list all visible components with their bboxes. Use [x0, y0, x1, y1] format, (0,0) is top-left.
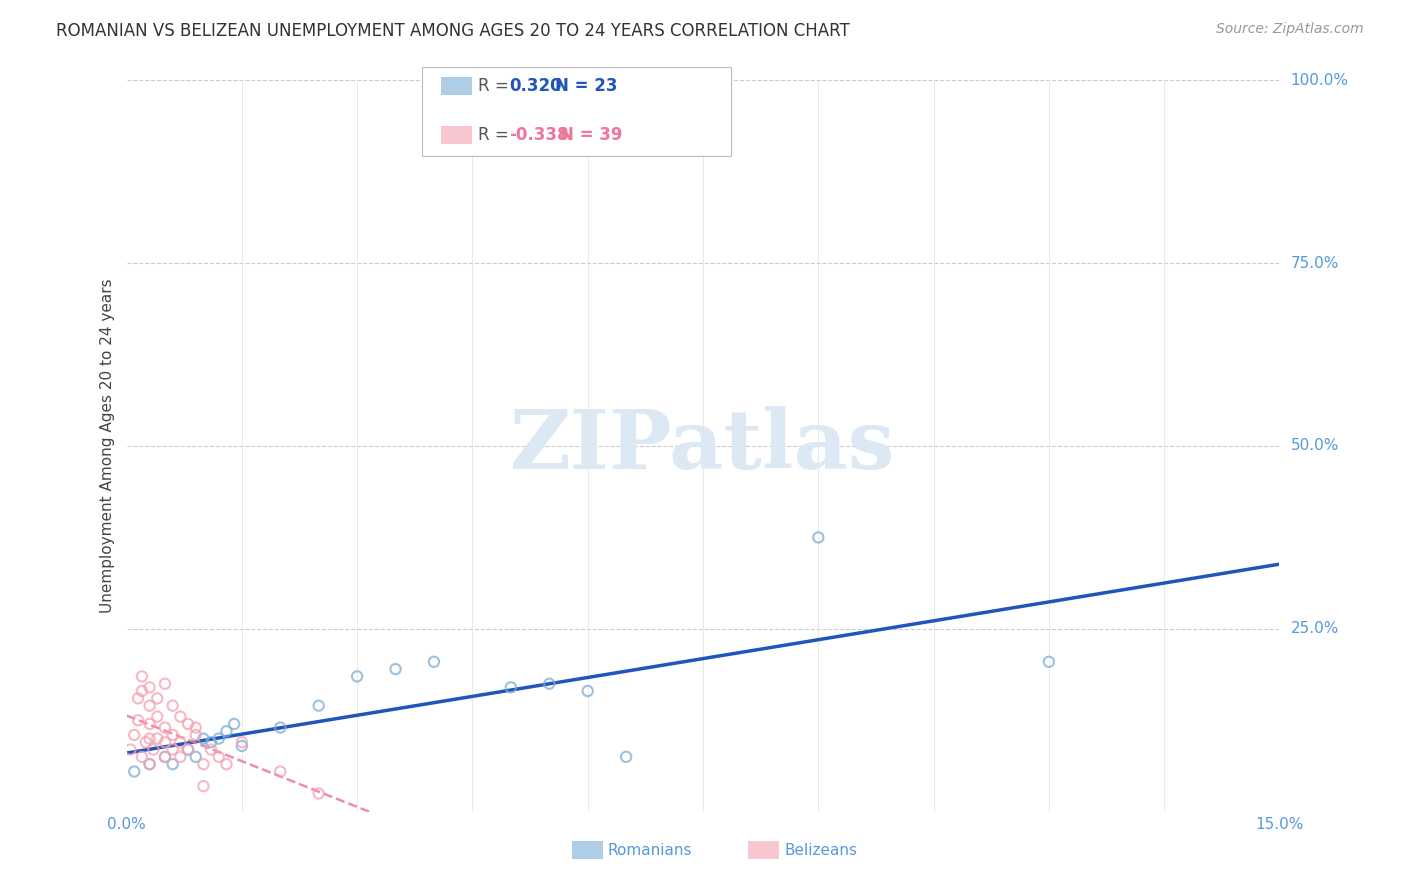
Point — [499, 681, 522, 695]
Text: -0.338: -0.338 — [509, 126, 568, 144]
Point — [269, 721, 291, 735]
Point — [184, 728, 207, 742]
Point — [423, 655, 446, 669]
Text: 75.0%: 75.0% — [1291, 256, 1339, 270]
Point — [231, 739, 253, 753]
Point — [146, 709, 169, 723]
Point — [127, 691, 149, 706]
Point — [142, 742, 165, 756]
Point — [208, 731, 231, 746]
Point — [120, 742, 142, 756]
Text: N = 23: N = 23 — [555, 77, 617, 95]
Point — [122, 728, 145, 742]
Point — [138, 717, 160, 731]
Point — [138, 757, 160, 772]
Point — [127, 714, 149, 728]
Point — [162, 728, 184, 742]
Text: Romanians: Romanians — [607, 843, 692, 857]
Text: Belizeans: Belizeans — [785, 843, 858, 857]
Text: 50.0%: 50.0% — [1291, 439, 1339, 453]
Point — [153, 721, 176, 735]
Point — [131, 749, 153, 764]
Point — [215, 757, 238, 772]
Text: Source: ZipAtlas.com: Source: ZipAtlas.com — [1216, 22, 1364, 37]
Point — [169, 749, 191, 764]
Point — [177, 742, 200, 756]
Point — [807, 530, 830, 544]
Point — [184, 749, 207, 764]
Point — [576, 684, 599, 698]
Point — [200, 742, 222, 756]
Point — [138, 757, 160, 772]
Point — [346, 669, 368, 683]
Point — [162, 757, 184, 772]
Point — [169, 709, 191, 723]
Point — [193, 731, 215, 746]
Point — [1038, 655, 1060, 669]
Point — [153, 676, 176, 690]
Point — [122, 764, 145, 779]
Point — [131, 684, 153, 698]
Point — [153, 749, 176, 764]
Text: ZIPatlas: ZIPatlas — [510, 406, 896, 486]
Text: 0.320: 0.320 — [509, 77, 561, 95]
Point — [231, 735, 253, 749]
Point — [193, 757, 215, 772]
Point — [308, 698, 330, 713]
Text: 100.0%: 100.0% — [1291, 73, 1348, 87]
Point — [153, 749, 176, 764]
Point — [384, 662, 406, 676]
Text: N = 39: N = 39 — [560, 126, 621, 144]
Point — [162, 742, 184, 756]
Text: 25.0%: 25.0% — [1291, 622, 1339, 636]
Point — [224, 717, 246, 731]
Point — [135, 735, 157, 749]
Point — [169, 735, 191, 749]
Point — [308, 787, 330, 801]
Point — [153, 735, 176, 749]
Point — [138, 681, 160, 695]
Point — [138, 731, 160, 746]
Point — [215, 724, 238, 739]
Point — [138, 698, 160, 713]
Point — [146, 731, 169, 746]
Point — [177, 742, 200, 756]
Point — [208, 749, 231, 764]
Text: R =: R = — [478, 126, 515, 144]
Point — [200, 735, 222, 749]
Y-axis label: Unemployment Among Ages 20 to 24 years: Unemployment Among Ages 20 to 24 years — [100, 278, 115, 614]
Point — [162, 698, 184, 713]
Text: ROMANIAN VS BELIZEAN UNEMPLOYMENT AMONG AGES 20 TO 24 YEARS CORRELATION CHART: ROMANIAN VS BELIZEAN UNEMPLOYMENT AMONG … — [56, 22, 851, 40]
Point — [614, 749, 637, 764]
Point — [177, 717, 200, 731]
Point — [146, 691, 169, 706]
Point — [193, 779, 215, 793]
Point — [538, 676, 561, 690]
Point — [269, 764, 291, 779]
Point — [131, 669, 153, 683]
Point — [184, 721, 207, 735]
Text: R =: R = — [478, 77, 515, 95]
